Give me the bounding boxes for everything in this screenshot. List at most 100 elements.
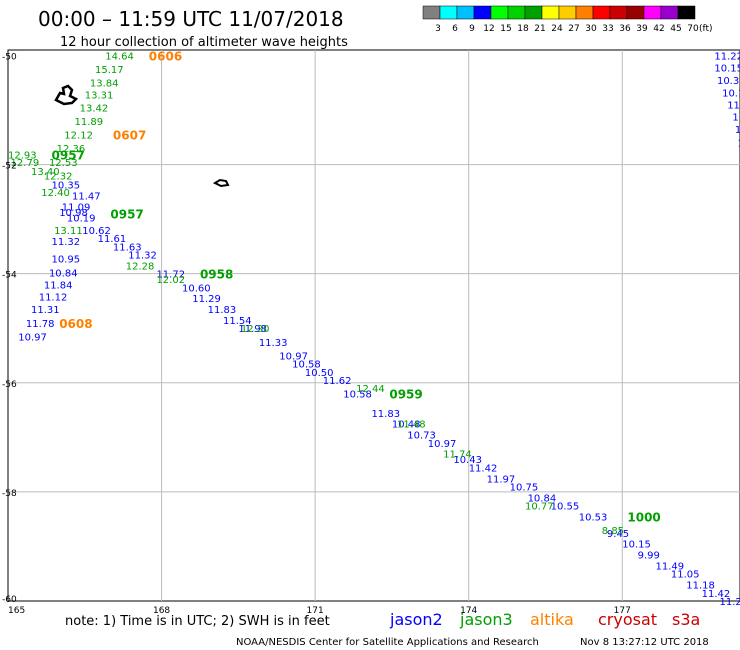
y-tick-label: -54 [2,271,17,281]
data-point-jason2: 10.97 [18,332,47,343]
data-point-jason3: 11.89 [75,117,104,128]
pass-time-label: 0957 [52,149,85,163]
data-point-jason2: 11.32 [128,251,157,262]
data-point-jason2: 10.35 [52,181,81,192]
data-point-jason2: 11. [735,125,740,136]
data-point-jason3: 12.53 [49,158,78,169]
data-point-jason2: 10.58 [343,390,372,401]
footer-credit: NOAA/NESDIS Center for Satellite Applica… [236,637,539,648]
color-scale-label: 45 [670,24,681,34]
pass-time-label: 1000 [627,510,660,524]
data-point-jason2: 10.32 [717,76,740,87]
color-scale-legend: 3 6 9 12 15 18 21 24 27 30 33 36 39 42 45 70 (ft) [422,5,713,34]
color-scale-label: 18 [517,24,529,34]
color-scale-label: 24 [551,24,563,34]
island-campbell-icon [212,178,230,188]
data-point-jason2: 10.43 [453,455,482,466]
data-point-jason2: 9.45 [607,529,629,540]
data-point-jason2: 10.58 [292,360,321,371]
data-point-jason3: 8.85 [602,526,624,537]
data-point-jason2: 11.09 [62,203,91,214]
color-scale-swatch [575,5,594,20]
land-outlines [54,84,230,188]
legend-jason2: jason2 [389,610,443,629]
x-tick-label: 165 [8,606,25,616]
data-point-jason2: 11 [737,139,740,150]
data-point-jason2: 11.98 [238,324,267,335]
color-scale-label: 12 [483,24,494,34]
y-tick-label: -60 [2,595,17,605]
data-point-jason2: 11.63 [113,242,142,253]
data-point-jason2: 10.15 [714,63,740,74]
color-scale-label: 36 [619,24,631,34]
color-scale-swatch [558,5,577,20]
color-scale-swatch [507,5,526,20]
data-point-jason2: 11.33 [259,338,288,349]
grid-lines [8,50,740,601]
color-scale-label: 21 [534,24,545,34]
plot-frame [7,49,740,602]
color-scale-label: 9 [469,24,475,34]
data-point-jason3: 12.36 [57,144,86,155]
data-point-jason2: 10.60 [182,283,211,294]
pass-time-label: 0957 [110,208,143,222]
data-point-jason3: 12.93 [8,151,37,162]
data-point-jason2: 11.42 [702,589,731,600]
satellite-legend: jason2 jason3 altika cryosat s3a [389,610,700,629]
data-point-jason2: 11.78 [26,319,55,330]
data-point-jason2: 10.95 [52,254,81,265]
footer-timestamp: Nov 8 13:27:12 UTC 2018 [580,637,709,648]
pass-time-label: 0608 [59,317,92,331]
color-scale-label: 15 [500,24,511,34]
color-scale-label: 42 [653,24,664,34]
data-point-jason2: 11.62 [323,376,352,387]
x-tick-label: 171 [307,606,324,616]
island-auckland-icon [54,84,79,106]
data-point-jason3: 11.74 [443,450,472,461]
legend-cryosat: cryosat [598,610,657,629]
data-point-jason2: 10.98 [59,208,88,219]
data-point-jason2: 10.97 [428,439,457,450]
data-point-jason2: 10.14 [722,89,740,100]
data-point-jason3: 14.64 [105,51,134,62]
color-scale-label: 33 [602,24,613,34]
data-point-jason3: 13.40 [31,167,60,178]
color-scale-label: 6 [452,24,458,34]
data-point-jason2: 10.62 [82,226,111,237]
data-point-jason2: 11.12 [39,293,68,304]
pass-time-label: 0958 [200,268,233,282]
data-point-jason3: 12.28 [126,261,155,272]
data-point-jason2: 11.83 [208,305,237,316]
data-point-jason2: 11.72 [156,270,185,281]
color-scale-label: 3 [435,24,441,34]
data-point-jason2: 9.99 [638,551,660,562]
legend-altika: altika [530,610,574,629]
color-scale-swatch [677,5,696,20]
chart-title: 00:00 – 11:59 UTC 11/07/2018 [38,7,344,31]
data-point-jason2: 11.22 [714,51,740,62]
data-point-jason2: 11.29 [192,294,221,305]
data-point-jason3: 12.32 [44,171,73,182]
data-point-jason3: 12.12 [64,131,93,142]
pass-time-label: 0959 [389,388,422,402]
color-scale-swatch [609,5,628,20]
color-scale-label: 27 [568,24,579,34]
color-scale-unit: (ft) [699,24,713,34]
y-tick-label: -50 [2,52,17,62]
color-scale-swatch [490,5,509,20]
color-scale-label: 30 [585,24,597,34]
data-point-jason2: 11.54 [223,316,252,327]
color-scale-swatch [524,5,543,20]
data-point-jason2: 11.26 [720,597,740,608]
color-scale-swatch [473,5,492,20]
data-point-jason2: 10.97 [279,352,308,363]
color-scale-swatch [660,5,679,20]
legend-jason3: jason3 [459,610,513,629]
data-point-jason2: 10.84 [528,493,557,504]
footer-note: note: 1) Time is in UTC; 2) SWH is in fe… [65,614,330,629]
data-point-jason2: 10.53 [579,512,608,523]
data-point-jason2: 10.73 [407,431,436,442]
y-tick-label: -52 [2,162,17,172]
